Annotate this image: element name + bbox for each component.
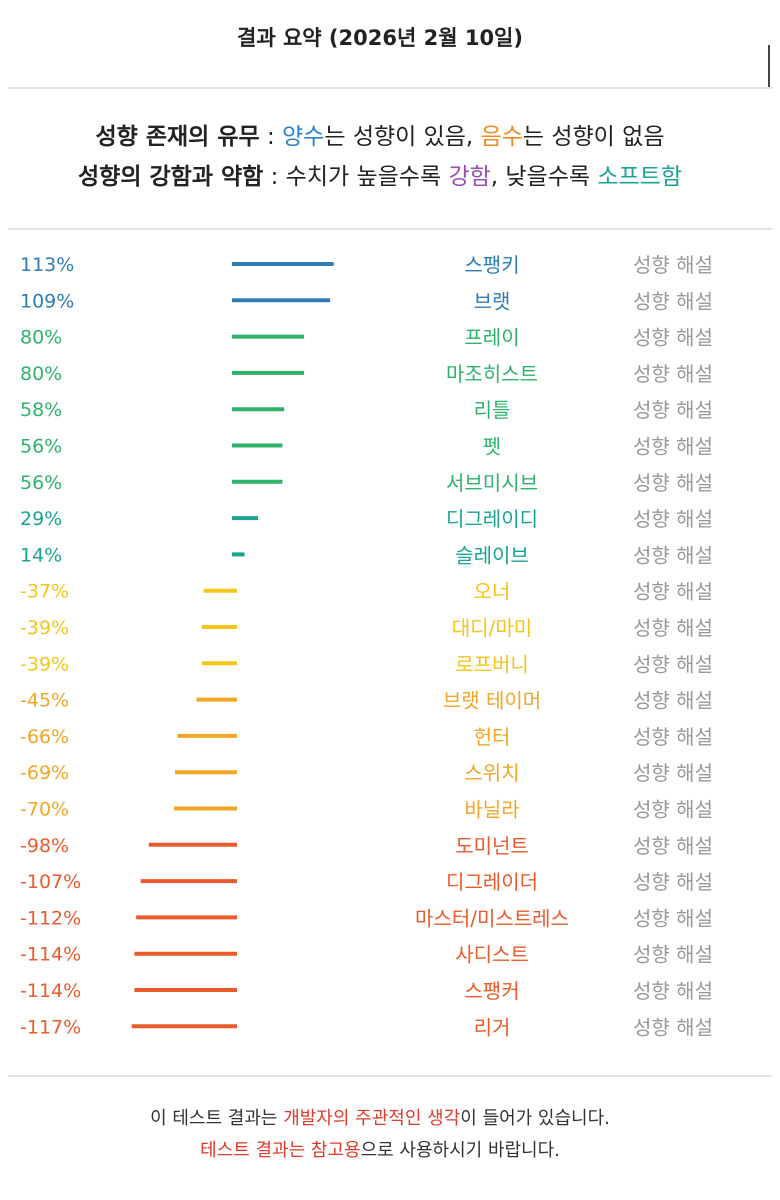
- legend-strong-word: 강함: [448, 164, 491, 190]
- category-label: 헌터: [474, 725, 511, 749]
- value-label: -45%: [20, 690, 69, 712]
- category-label: 스팽커: [464, 979, 519, 1003]
- disclaimer-2b: 으로 사용하시기 바랍니다.: [360, 1140, 560, 1161]
- tendency-link[interactable]: 성향 해설: [633, 362, 713, 386]
- category-label: 디그레이더: [446, 870, 538, 894]
- value-label: -70%: [20, 799, 69, 821]
- tendency-link[interactable]: 성향 해설: [633, 543, 713, 567]
- category-label: 브랫 테이머: [443, 689, 541, 713]
- category-label: 스위치: [464, 761, 519, 785]
- value-label: -107%: [20, 871, 81, 893]
- legend-negative-text: 는 성향이 없음: [522, 124, 665, 150]
- tendency-link[interactable]: 성향 해설: [633, 435, 713, 459]
- disclaimer-line-2: 테스트 결과는 참고용으로 사용하시기 바랍니다.: [0, 1136, 760, 1162]
- scroll-indicator[interactable]: [768, 45, 770, 87]
- disclaimer-1a: 이 테스트 결과는: [150, 1108, 284, 1129]
- category-label: 슬레이브: [455, 543, 529, 567]
- category-label: 오너: [474, 580, 511, 604]
- tendency-link[interactable]: 성향 해설: [633, 253, 713, 277]
- legend-positive-text: 는 성향이 있음,: [324, 124, 481, 150]
- value-label: -114%: [20, 944, 81, 966]
- tendency-link[interactable]: 성향 해설: [633, 326, 713, 350]
- value-label: 80%: [20, 363, 62, 385]
- tendency-link[interactable]: 성향 해설: [633, 580, 713, 604]
- category-label: 서브미시브: [446, 471, 538, 495]
- legend-strength-mid: , 낮을수록: [490, 164, 598, 190]
- disclaimer-1-highlight: 개발자의 주관적인 생각: [283, 1108, 461, 1129]
- tendency-link[interactable]: 성향 해설: [633, 652, 713, 676]
- tendency-link[interactable]: 성향 해설: [633, 834, 713, 858]
- tendency-link[interactable]: 성향 해설: [633, 725, 713, 749]
- category-label: 리틀: [474, 398, 511, 422]
- legend-strength-sep: : 수치가 높을수록: [263, 164, 449, 190]
- category-label: 로프버니: [455, 652, 529, 676]
- value-label: 56%: [20, 436, 62, 458]
- category-label: 펫: [483, 435, 501, 459]
- tendency-link[interactable]: 성향 해설: [633, 906, 713, 930]
- tendency-link[interactable]: 성향 해설: [633, 870, 713, 894]
- value-label: 29%: [20, 508, 62, 530]
- category-label: 대디/마미: [452, 616, 532, 640]
- divider-top: [8, 87, 772, 89]
- legend-soft-word: 소프트함: [597, 164, 682, 190]
- value-label: 58%: [20, 399, 62, 421]
- divider-middle: [8, 228, 772, 230]
- divider-bottom: [8, 1075, 772, 1077]
- category-label: 마스터/미스트레스: [415, 906, 569, 930]
- category-label: 스팽키: [464, 253, 519, 277]
- value-label: 56%: [20, 472, 62, 494]
- tendency-link[interactable]: 성향 해설: [633, 471, 713, 495]
- legend-presence-label: 성향 존재의 유무: [95, 124, 260, 150]
- value-label: 113%: [20, 254, 74, 276]
- value-label: 14%: [20, 544, 62, 566]
- value-label: -117%: [20, 1016, 81, 1038]
- value-label: 80%: [20, 327, 62, 349]
- legend-positive-word: 양수: [282, 124, 325, 150]
- disclaimer-line-1: 이 테스트 결과는 개발자의 주관적인 생각이 들어가 있습니다.: [0, 1104, 760, 1130]
- tendency-link[interactable]: 성향 해설: [633, 943, 713, 967]
- value-label: -39%: [20, 617, 69, 639]
- disclaimer-2-highlight: 테스트 결과는 참고용: [200, 1140, 361, 1161]
- tendency-link[interactable]: 성향 해설: [633, 798, 713, 822]
- category-label: 마조히스트: [446, 362, 538, 386]
- legend-presence-sep: :: [259, 124, 283, 150]
- page-title: 결과 요약 (2026년 2월 10일): [237, 26, 523, 50]
- legend-negative-word: 음수: [480, 124, 523, 150]
- disclaimer-1c: 이 들어가 있습니다.: [460, 1108, 610, 1129]
- tendency-link[interactable]: 성향 해설: [633, 507, 713, 531]
- value-label: 109%: [20, 290, 74, 312]
- tendency-link[interactable]: 성향 해설: [633, 979, 713, 1003]
- value-label: -39%: [20, 653, 69, 675]
- category-label: 디그레이디: [446, 507, 538, 531]
- category-label: 바닐라: [464, 798, 519, 822]
- category-label: 브랫: [474, 289, 511, 313]
- value-label: -37%: [20, 581, 69, 603]
- value-label: -69%: [20, 762, 69, 784]
- tendency-link[interactable]: 성향 해설: [633, 616, 713, 640]
- legend-strength: 성향의 강함과 약함 : 수치가 높을수록 강함, 낮을수록 소프트함: [0, 157, 760, 191]
- category-label: 프레이: [464, 326, 519, 350]
- value-label: -66%: [20, 726, 69, 748]
- category-label: 리거: [474, 1015, 511, 1039]
- tendency-link[interactable]: 성향 해설: [633, 761, 713, 785]
- tendency-link[interactable]: 성향 해설: [633, 289, 713, 313]
- value-label: -114%: [20, 980, 81, 1002]
- value-label: -112%: [20, 907, 81, 929]
- category-label: 사디스트: [455, 943, 529, 967]
- tendency-link[interactable]: 성향 해설: [633, 398, 713, 422]
- legend-strength-label: 성향의 강함과 약함: [78, 164, 264, 190]
- tendency-link[interactable]: 성향 해설: [633, 689, 713, 713]
- legend-presence: 성향 존재의 유무 : 양수는 성향이 있음, 음수는 성향이 없음: [0, 117, 760, 151]
- category-label: 도미넌트: [455, 834, 529, 858]
- value-label: -98%: [20, 835, 69, 857]
- tendency-link[interactable]: 성향 해설: [633, 1015, 713, 1039]
